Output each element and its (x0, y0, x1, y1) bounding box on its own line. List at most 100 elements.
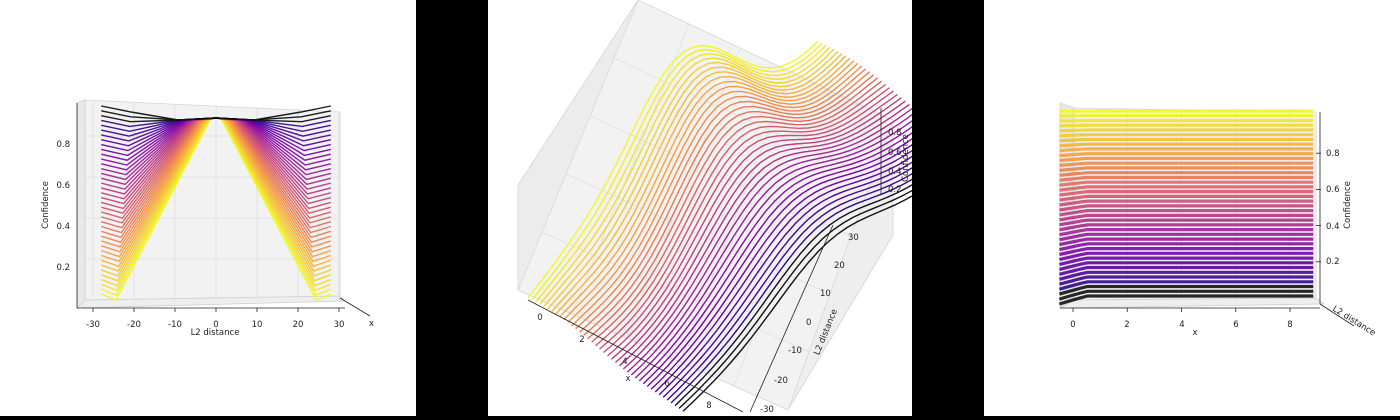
series-line (563, 60, 855, 321)
series-line (1059, 251, 1314, 262)
chart-panel-side-view: 0 2 4 6 8 0.2 0.4 0.6 0.8 x Confidence L… (984, 0, 1400, 416)
floor-pane (1059, 297, 1326, 309)
x-tick-label: -10 (168, 320, 182, 330)
series-line (1059, 194, 1314, 202)
z-tick-label: 0.2 (888, 185, 902, 195)
x-tick-label: 2 (579, 335, 584, 345)
series-line (626, 113, 912, 373)
x-tick-label: 8 (706, 401, 711, 411)
series-line (678, 189, 912, 409)
series-line (1059, 237, 1314, 247)
series-line (658, 161, 912, 396)
series-line (666, 172, 912, 401)
series-line (571, 65, 863, 327)
y-tick-label: -20 (774, 376, 788, 386)
series-line (1059, 171, 1314, 177)
z-tick-label: 0.8 (888, 128, 902, 138)
y-tick-label: 20 (834, 261, 845, 271)
depth-axis-label: x (369, 319, 374, 329)
series-line (1059, 199, 1314, 207)
series-line (1059, 256, 1314, 266)
series-line (1058, 294, 1314, 306)
axes (76, 103, 371, 317)
series-line (1059, 128, 1314, 133)
series-line (1059, 123, 1314, 128)
series-line (642, 138, 912, 385)
series-line (1059, 232, 1314, 242)
series-line (603, 90, 894, 354)
series-group (1058, 109, 1314, 306)
series-line (1058, 280, 1314, 291)
x-tick-label: 4 (1179, 320, 1184, 330)
series-line (587, 77, 879, 340)
series-line (1059, 133, 1314, 138)
series-line (682, 195, 912, 412)
series-line (543, 48, 835, 307)
chart-panel-oblique-view: 0 2 4 6 8 -30 -20 -10 0 10 20 30 0.2 0.4… (488, 0, 912, 416)
x-tick-label: 4 (622, 357, 627, 367)
series-line (1059, 204, 1314, 212)
grid-line (589, 115, 852, 237)
grid-line (613, 57, 873, 179)
series-line (1059, 137, 1314, 143)
x-tick-label: -20 (127, 320, 141, 330)
series-line (567, 62, 859, 324)
depth-axis-line (339, 297, 371, 317)
series-line (579, 71, 871, 333)
y-tick-label: 0.6 (56, 181, 70, 191)
y-axis-label: Confidence (41, 181, 51, 229)
chart-front-view: -30 -20 -10 0 10 20 30 0.2 0.4 0.6 0.8 L… (41, 99, 374, 338)
series-line (595, 83, 887, 347)
series-line (559, 57, 851, 318)
y-ticks: 0.2 0.4 0.6 0.8 (1326, 149, 1340, 267)
y-tick-label: 0.4 (56, 222, 70, 232)
series-line (101, 105, 331, 121)
series-line (583, 74, 875, 336)
series-line (1059, 161, 1314, 167)
pane-group (517, 0, 894, 411)
series-line (599, 87, 890, 350)
left-pane (76, 99, 86, 309)
series-line (531, 42, 823, 301)
series-line (1059, 209, 1314, 217)
x-ticks: 0 2 4 6 8 (1070, 320, 1292, 330)
y-tick-label: -10 (788, 346, 802, 356)
series-group (527, 40, 912, 412)
chart-oblique-view: 0 2 4 6 8 -30 -20 -10 0 10 20 30 0.2 0.4… (517, 0, 912, 415)
series-line (614, 100, 906, 364)
y-axis-label: Confidence (1343, 181, 1353, 229)
series-line (1059, 147, 1314, 153)
grid-line (787, 119, 894, 411)
series-line (1059, 185, 1314, 192)
grid-line (679, 71, 792, 363)
series-line (575, 68, 867, 330)
series-line (1059, 228, 1314, 237)
series-line (1059, 218, 1314, 227)
axes (1060, 112, 1355, 327)
x-tick-label: 30 (334, 320, 345, 330)
y-tick-label: 0.8 (1326, 149, 1340, 159)
x-axis-label: L2 distance (191, 328, 240, 338)
x-axis-label: x (1192, 328, 1197, 338)
floor-pane (517, 0, 894, 411)
series-line (650, 149, 912, 390)
z-tick-label: 0.6 (888, 148, 902, 158)
y-tick-label: 0 (806, 318, 811, 328)
series-line (1059, 223, 1314, 232)
series-line (670, 178, 912, 404)
series-line (527, 40, 819, 299)
series-line (547, 50, 839, 310)
series-line (1059, 152, 1314, 158)
y-tick-label: 30 (848, 233, 859, 243)
z-ticks: 0.2 0.4 0.6 0.8 (888, 128, 902, 195)
series-line (1059, 213, 1314, 222)
y-tick-label: 10 (820, 289, 831, 299)
series-line (1059, 242, 1314, 252)
depth-axis-line (1319, 303, 1355, 327)
series-line (1058, 284, 1314, 296)
series-line (1059, 142, 1314, 148)
y-tick-label: 0.6 (1326, 185, 1340, 195)
series-line (1059, 247, 1314, 257)
series-line (551, 53, 843, 312)
chart-side-view: 0 2 4 6 8 0.2 0.4 0.6 0.8 x Confidence L… (1058, 102, 1377, 338)
